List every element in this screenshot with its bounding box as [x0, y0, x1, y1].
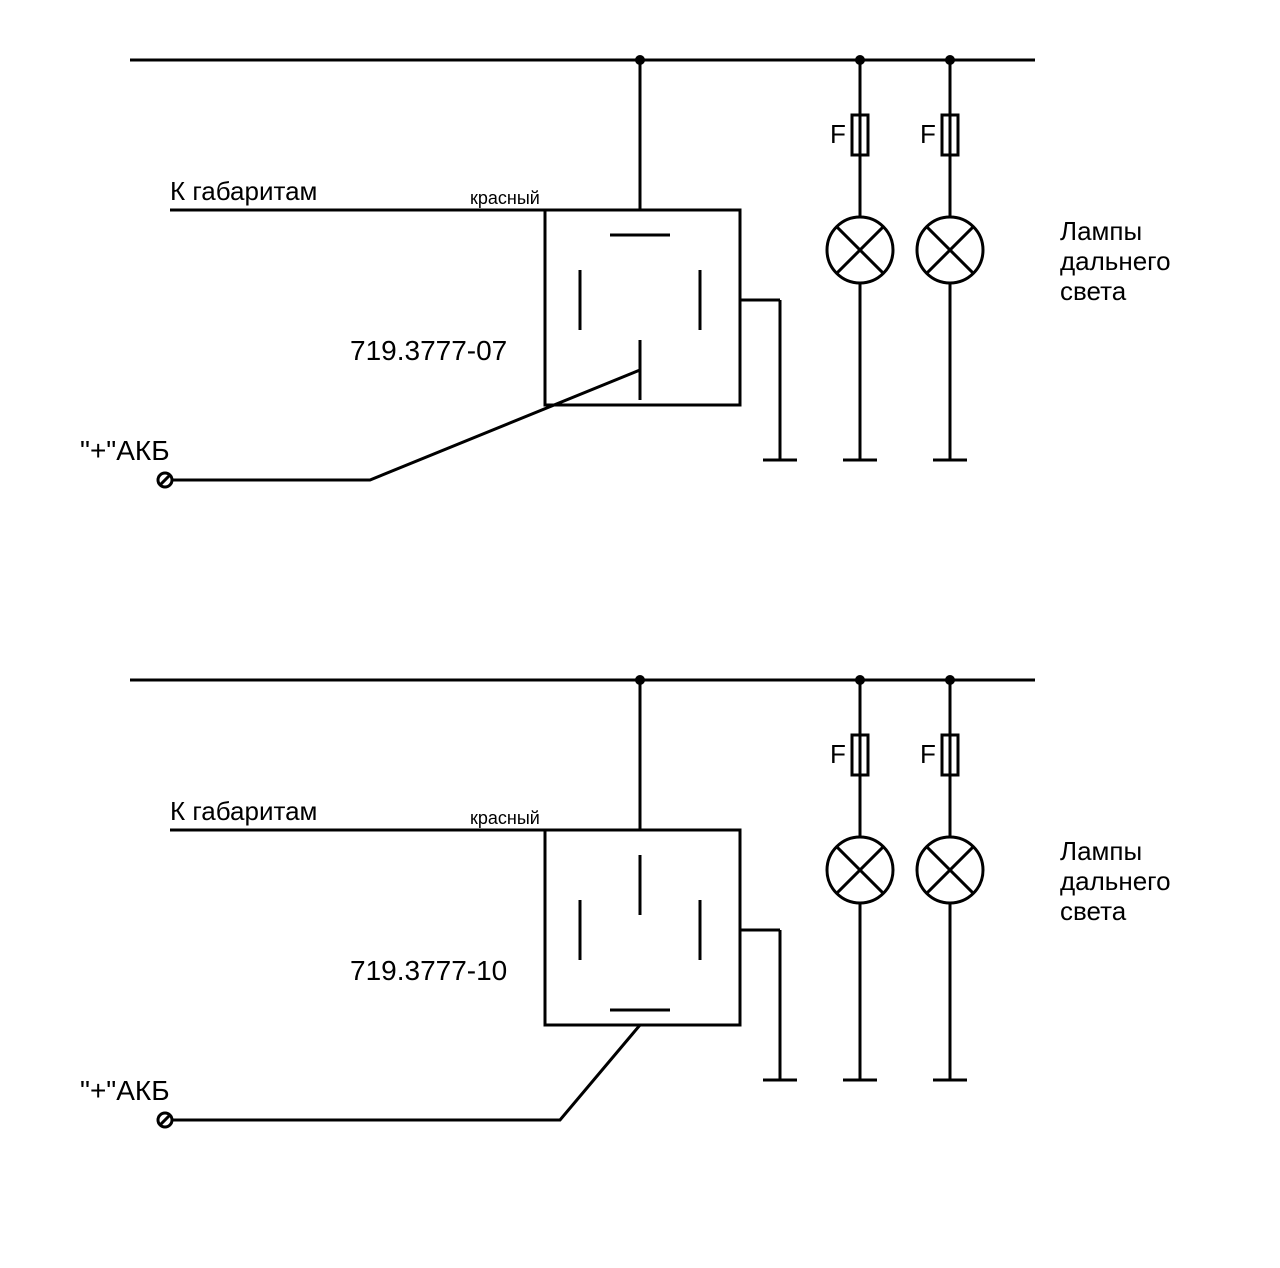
wiring-diagram: 719.3777-07 К габаритам красный "+"АКБ F F Лам… [0, 0, 1280, 1263]
svg-text:красный: красный [470, 808, 540, 828]
gab-label: К габаритам [170, 796, 317, 826]
svg-text:Лампыдальнегосвета: Лампыдальнегосвета [1060, 836, 1171, 926]
svg-text:F: F [920, 119, 936, 149]
circuit-1: 719.3777-10 К габаритам красный "+"АКБ F F Лам… [80, 675, 1171, 1127]
circuit-0: 719.3777-07 К габаритам красный "+"АКБ F F Лам… [80, 55, 1171, 487]
svg-text:719.3777-07: 719.3777-07 [350, 335, 507, 366]
svg-text:Лампыдальнегосвета: Лампыдальнегосвета [1060, 216, 1171, 306]
svg-text:"+"АКБ: "+"АКБ [80, 435, 170, 466]
gab-label: К габаритам [170, 176, 317, 206]
svg-text:F: F [920, 739, 936, 769]
svg-text:"+"АКБ: "+"АКБ [80, 1075, 170, 1106]
svg-text:719.3777-10: 719.3777-10 [350, 955, 507, 986]
svg-text:F: F [830, 739, 846, 769]
svg-text:F: F [830, 119, 846, 149]
svg-text:красный: красный [470, 188, 540, 208]
